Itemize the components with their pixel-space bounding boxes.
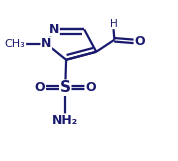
Text: O: O: [85, 81, 96, 94]
Text: CH₃: CH₃: [5, 39, 26, 49]
Text: H: H: [110, 19, 117, 29]
Text: S: S: [60, 80, 71, 95]
Text: NH₂: NH₂: [52, 114, 78, 127]
Text: N: N: [49, 23, 59, 36]
Text: O: O: [134, 35, 145, 48]
Text: O: O: [35, 81, 45, 94]
Text: N: N: [41, 37, 51, 50]
